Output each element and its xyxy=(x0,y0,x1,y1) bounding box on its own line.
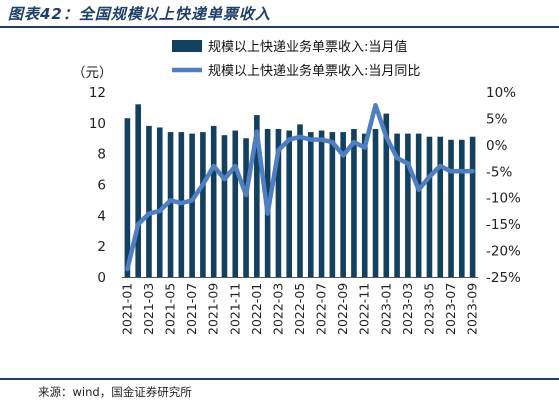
right-tick-label: -10% xyxy=(486,191,521,207)
bar xyxy=(156,127,163,277)
x-tick-label: 2021-03 xyxy=(141,283,156,335)
bar xyxy=(167,132,174,277)
bar xyxy=(469,136,476,277)
right-tick-label: -5% xyxy=(486,164,512,180)
bar xyxy=(372,129,379,277)
bar xyxy=(146,125,152,278)
x-tick-label: 2022-01 xyxy=(249,283,264,335)
x-tick-label: 2022-11 xyxy=(357,283,372,335)
left-tick-label: 8 xyxy=(97,147,106,163)
bar xyxy=(329,132,336,277)
x-tick-label: 2022-05 xyxy=(292,283,307,335)
right-tick-label: 5% xyxy=(486,111,508,127)
bar xyxy=(243,138,249,277)
left-axis-ticks: 0 2 4 6 8 10 12 xyxy=(89,85,106,286)
x-axis: 2021-01 2021-03 2021-05 2021-07 2021-09 2021-… xyxy=(119,277,480,335)
bar xyxy=(232,130,239,277)
yoy-line xyxy=(125,102,475,272)
bar xyxy=(275,129,282,277)
bar xyxy=(437,136,444,277)
x-tick-label: 2021-05 xyxy=(163,283,178,335)
left-tick-label: 0 xyxy=(97,270,106,286)
x-tick-label: 2023-05 xyxy=(421,283,436,335)
bar-series xyxy=(124,104,476,278)
x-tick-label: 2022-03 xyxy=(270,283,285,335)
right-tick-label: 10% xyxy=(486,85,516,101)
x-tick-label: 2022-07 xyxy=(314,283,329,335)
right-tick-label: -25% xyxy=(486,270,521,286)
bar xyxy=(394,133,400,277)
bar xyxy=(459,139,465,277)
figure-title: 图表42：全国规模以上快递单票收入 xyxy=(8,5,271,23)
bar xyxy=(297,124,303,277)
left-tick-label: 6 xyxy=(97,178,106,194)
x-tick-label: 2021-07 xyxy=(184,283,199,335)
x-tick-label: 2023-01 xyxy=(378,283,393,335)
bar xyxy=(200,132,206,277)
bar xyxy=(351,129,357,277)
x-tick-label: 2022-09 xyxy=(335,283,350,335)
title-rule xyxy=(0,26,559,28)
x-tick-label: 2021-01 xyxy=(119,283,134,335)
right-axis-ticks: 10% 5% 0% -5% -10% -15% -20% -25% xyxy=(486,85,521,286)
bar xyxy=(415,133,422,277)
bar xyxy=(210,125,217,278)
left-axis-unit: （元） xyxy=(72,65,113,81)
right-tick-label: -20% xyxy=(486,244,521,260)
left-tick-label: 10 xyxy=(89,116,106,132)
bar xyxy=(307,132,314,277)
bar xyxy=(286,130,293,277)
source-note: 来源：wind，国金证券研究所 xyxy=(38,385,192,399)
bar xyxy=(383,113,390,277)
x-tick-label: 2023-09 xyxy=(465,283,480,335)
x-tick-label: 2023-03 xyxy=(400,283,415,335)
legend-bar-swatch xyxy=(172,40,202,52)
legend-line-label: 规模以上快递业务单票收入:当月同比 xyxy=(208,63,420,79)
legend-bar-label: 规模以上快递业务单票收入:当月值 xyxy=(208,39,407,55)
bar xyxy=(221,135,228,277)
bar xyxy=(318,130,325,277)
bar xyxy=(189,133,195,277)
line-series xyxy=(125,102,475,272)
right-tick-label: 0% xyxy=(486,138,508,154)
x-tick-label: 2023-07 xyxy=(443,283,458,335)
right-tick-label: -15% xyxy=(486,217,521,233)
x-tick-label: 2021-09 xyxy=(206,283,221,335)
bar xyxy=(361,133,368,277)
bottom-rule xyxy=(0,378,559,380)
bar xyxy=(340,132,346,277)
bar xyxy=(254,115,260,277)
bar xyxy=(135,104,141,277)
left-tick-label: 2 xyxy=(97,239,106,255)
bar xyxy=(405,133,411,277)
bar xyxy=(426,136,433,277)
left-tick-label: 4 xyxy=(97,208,106,224)
x-tick-label: 2021-11 xyxy=(227,283,242,335)
bar xyxy=(124,118,131,277)
left-tick-label: 12 xyxy=(89,85,106,101)
bar xyxy=(448,139,454,277)
